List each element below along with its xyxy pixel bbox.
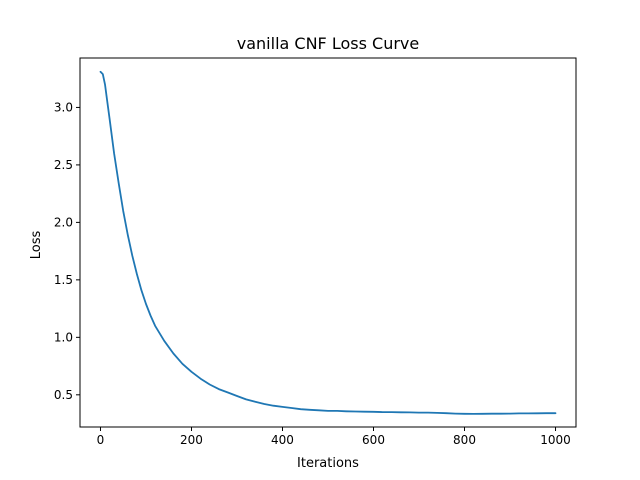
plot-frame bbox=[79, 57, 577, 428]
y-tick-label: 1.5 bbox=[54, 273, 73, 287]
x-tick-label: 800 bbox=[453, 433, 476, 447]
y-axis-label: Loss bbox=[29, 231, 44, 260]
x-tick-label: 400 bbox=[271, 433, 294, 447]
y-tick-label: 1.0 bbox=[54, 330, 73, 344]
x-tick-label: 200 bbox=[180, 433, 203, 447]
x-axis-ticks: 0 200 400 600 800 1000 bbox=[97, 427, 571, 447]
chart-title: vanilla CNF Loss Curve bbox=[237, 34, 419, 53]
y-axis-ticks: 0.5 1.0 1.5 2.0 2.5 3.0 bbox=[54, 100, 80, 402]
y-tick-label: 3.0 bbox=[54, 100, 73, 114]
x-tick-label: 0 bbox=[97, 433, 105, 447]
loss-line bbox=[99, 70, 557, 415]
y-tick-label: 2.5 bbox=[54, 158, 73, 172]
x-tick-label: 1000 bbox=[540, 433, 571, 447]
series-layer bbox=[99, 70, 557, 415]
y-tick-label: 2.0 bbox=[54, 215, 73, 229]
y-tick-label: 0.5 bbox=[54, 388, 73, 402]
x-axis-label: Iterations bbox=[297, 456, 359, 471]
x-tick-label: 600 bbox=[362, 433, 385, 447]
